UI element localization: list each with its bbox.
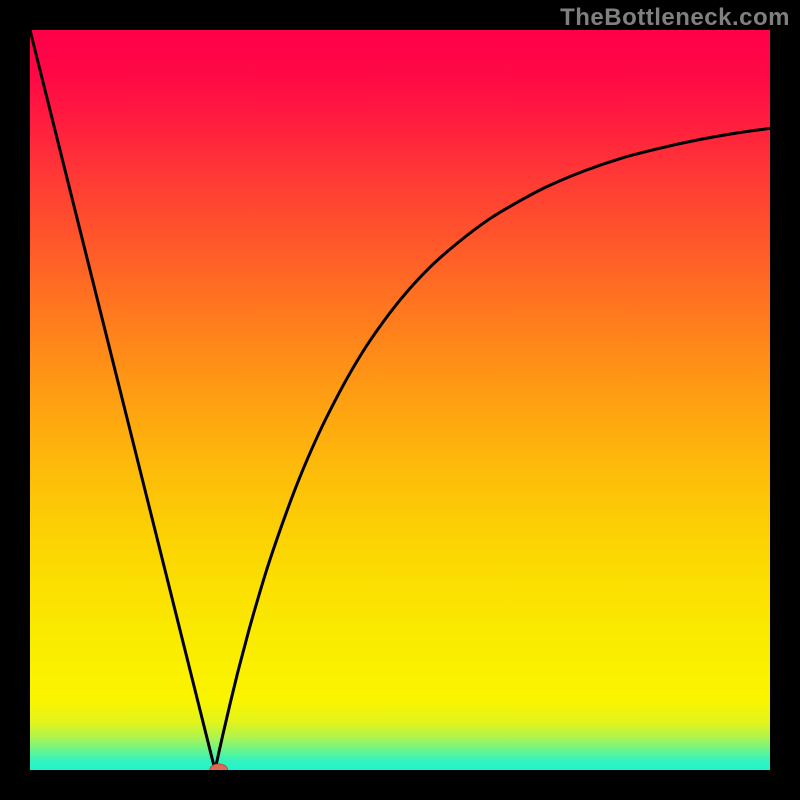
bottleneck-chart-container: { "watermark": "TheBottleneck.com", "cha… (0, 0, 800, 800)
bottleneck-chart (0, 0, 800, 800)
chart-gradient-background (30, 30, 770, 770)
watermark-text: TheBottleneck.com (560, 4, 790, 32)
